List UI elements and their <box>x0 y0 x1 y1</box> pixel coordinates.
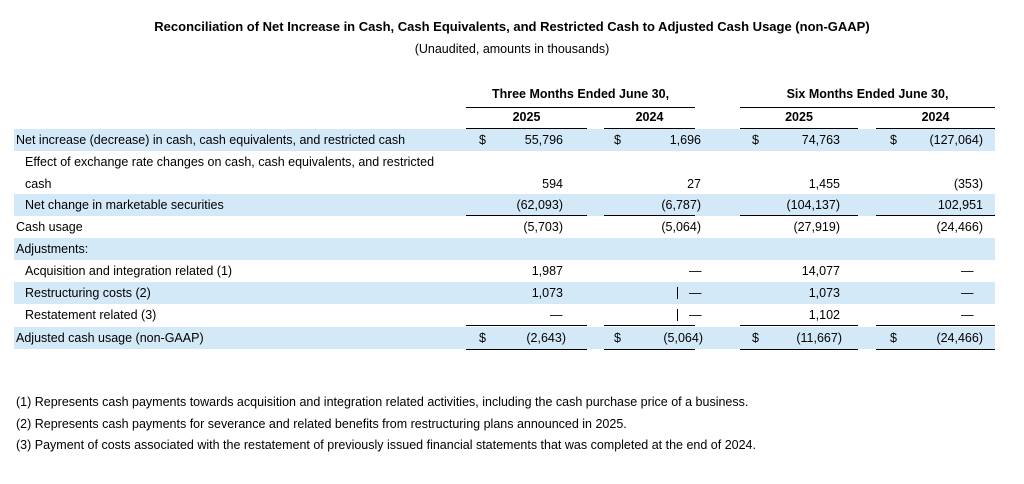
currency-symbol: $ <box>479 133 486 147</box>
year-header-2025-six: 2025 <box>740 111 858 129</box>
table-row: Net change in marketable securities (62,… <box>14 194 995 216</box>
table-row: Effect of exchange rate changes on cash,… <box>14 151 995 193</box>
cell-value: — <box>961 286 974 300</box>
column-separator <box>677 287 678 299</box>
row-label-continued: cash <box>25 177 52 191</box>
row-label: Net increase (decrease) in cash, cash eq… <box>16 133 406 147</box>
row-label: Restructuring costs (2) <box>25 286 151 300</box>
currency-symbol: $ <box>890 133 897 147</box>
table-row: Net increase (decrease) in cash, cash eq… <box>14 129 995 151</box>
total-rule <box>604 349 695 350</box>
three-months-header: Three Months Ended June 30, <box>466 87 695 108</box>
table-row: Adjusted cash usage (non-GAAP) $ (2,643)… <box>14 327 995 350</box>
currency-symbol: $ <box>752 331 759 345</box>
row-label: Effect of exchange rate changes on cash,… <box>25 155 435 169</box>
footnote-3: (3) Payment of costs associated with the… <box>16 438 756 452</box>
cell-value: 1,696 <box>669 133 701 147</box>
row-label: Restatement related (3) <box>25 308 157 322</box>
cell-value: — <box>689 286 702 300</box>
cell-value: 1,073 <box>531 286 563 300</box>
cell-value: 1,987 <box>531 264 563 278</box>
footnote-1: (1) Represents cash payments towards acq… <box>16 395 749 409</box>
cell-value: 55,796 <box>524 133 563 147</box>
column-separator <box>677 309 678 321</box>
table-row: Acquisition and integration related (1) … <box>14 260 995 282</box>
cell-value: (5,064) <box>661 220 701 234</box>
footnote-2: (2) Represents cash payments for severan… <box>16 417 627 431</box>
cell-value: (11,667) <box>796 331 842 345</box>
cell-value: (24,466) <box>936 220 983 234</box>
row-label: Adjustments: <box>16 242 89 256</box>
cell-value: — <box>961 308 974 322</box>
year-header-2024-three: 2024 <box>604 111 695 129</box>
subtotal-rule <box>740 325 858 326</box>
cell-value: (5,064) <box>663 331 703 345</box>
cell-value: 594 <box>542 177 563 191</box>
row-label: Adjusted cash usage (non-GAAP) <box>16 331 204 345</box>
currency-symbol: $ <box>890 331 897 345</box>
table-row: Cash usage (5,703) (5,064) (27,919) (24,… <box>14 216 995 238</box>
row-label: Acquisition and integration related (1) <box>25 264 233 278</box>
cell-value: 102,951 <box>937 198 983 212</box>
row-label: Net change in marketable securities <box>25 198 224 212</box>
subtotal-rule <box>604 325 695 326</box>
table-title: Reconciliation of Net Increase in Cash, … <box>154 19 870 34</box>
cell-value: 1,102 <box>808 308 840 322</box>
cell-value: 1,073 <box>808 286 840 300</box>
currency-symbol: $ <box>614 331 621 345</box>
subtotal-rule <box>876 325 995 326</box>
table-subtitle: (Unaudited, amounts in thousands) <box>414 42 610 56</box>
subtotal-rule <box>740 215 858 216</box>
cell-value: (24,466) <box>936 331 983 345</box>
cell-value: — <box>689 308 702 322</box>
currency-symbol: $ <box>479 331 486 345</box>
cell-value: (353) <box>953 177 983 191</box>
cell-value: — <box>961 264 974 278</box>
cell-value: (127,064) <box>929 133 983 147</box>
cell-value: — <box>689 264 702 278</box>
year-header-2024-six: 2024 <box>876 111 995 129</box>
table-row: Restructuring costs (2) 1,073 — 1,073 — <box>14 282 995 304</box>
total-rule <box>876 349 995 350</box>
table-row: Adjustments: <box>14 238 995 260</box>
subtotal-rule <box>466 325 587 326</box>
total-rule <box>740 349 858 350</box>
cell-value: 74,763 <box>801 133 840 147</box>
six-months-header: Six Months Ended June 30, <box>740 87 995 108</box>
subtotal-rule <box>604 215 695 216</box>
cell-value: 14,077 <box>801 264 840 278</box>
row-label: Cash usage <box>16 220 83 234</box>
cell-value: (62,093) <box>516 198 563 212</box>
cell-value: (27,919) <box>793 220 840 234</box>
subtotal-rule <box>466 215 587 216</box>
table-row: Restatement related (3) — — 1,102 — <box>14 304 995 326</box>
subtotal-rule <box>876 215 995 216</box>
cell-value: (5,703) <box>523 220 563 234</box>
cell-value: (2,643) <box>526 331 566 345</box>
cell-value: (104,137) <box>786 198 840 212</box>
cell-value: 27 <box>687 177 701 191</box>
total-rule <box>466 349 587 350</box>
currency-symbol: $ <box>614 133 621 147</box>
cell-value: (6,787) <box>661 198 701 212</box>
currency-symbol: $ <box>752 133 759 147</box>
cell-value: — <box>550 308 563 322</box>
cell-value: 1,455 <box>808 177 840 191</box>
year-header-2025-three: 2025 <box>466 111 587 129</box>
